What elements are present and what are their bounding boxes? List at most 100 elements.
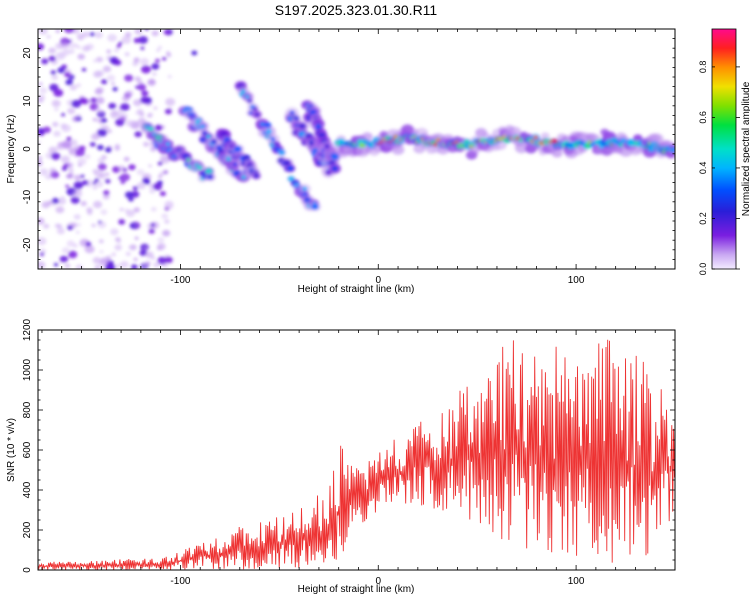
heatmap-cell bbox=[162, 169, 169, 175]
heatmap-cell bbox=[156, 48, 161, 52]
heatmap-cell bbox=[151, 63, 160, 70]
heatmap-cell bbox=[132, 61, 139, 67]
heatmap-cell bbox=[82, 45, 90, 52]
heatmap-cell bbox=[114, 146, 121, 151]
heatmap-cell bbox=[120, 173, 130, 182]
heatmap-cell bbox=[94, 265, 101, 269]
heatmap-cell bbox=[259, 122, 265, 127]
heatmap-cell bbox=[105, 179, 111, 184]
heatmap-cell bbox=[106, 74, 116, 82]
heatmap-cell bbox=[130, 264, 138, 269]
heatmap-cell bbox=[102, 65, 112, 73]
colorbar-label: Normalized spectral amplitude bbox=[741, 81, 750, 216]
heatmap-cell bbox=[77, 223, 82, 227]
heatmap-cell bbox=[361, 132, 373, 142]
heatmap-cell bbox=[97, 221, 107, 229]
heatmap-cell bbox=[64, 29, 74, 34]
snr-series-line bbox=[38, 339, 675, 570]
heatmap-cell bbox=[245, 95, 250, 99]
heatmap-cell bbox=[48, 146, 58, 154]
heatmap-cell bbox=[124, 52, 130, 57]
heatmap-cell bbox=[128, 197, 134, 202]
heatmap-cell bbox=[51, 152, 61, 160]
colorbar-frame bbox=[711, 28, 737, 270]
heatmap-cell bbox=[233, 162, 238, 166]
heatmap-cell bbox=[200, 125, 205, 129]
heatmap-cell bbox=[65, 174, 71, 179]
heatmap-cell bbox=[112, 87, 118, 92]
heatmap-cell bbox=[97, 144, 104, 151]
heatmap-cell bbox=[134, 29, 143, 35]
heatmap-cell bbox=[76, 33, 85, 40]
y-tick-label: -20 bbox=[22, 237, 33, 252]
heatmap-cell bbox=[92, 186, 97, 190]
heatmap-cell bbox=[533, 135, 538, 140]
heatmap-cell bbox=[106, 129, 113, 134]
y-tick-label: 400 bbox=[22, 481, 33, 498]
heatmap-cell bbox=[53, 89, 64, 97]
colorbar-tick-label: 0.2 bbox=[698, 212, 708, 225]
heatmap-cell bbox=[481, 132, 490, 139]
heatmap-cell bbox=[94, 88, 103, 95]
heatmap-cell bbox=[143, 141, 149, 147]
heatmap-cell bbox=[96, 56, 104, 63]
heatmap-cell bbox=[125, 251, 131, 256]
heatmap-cell bbox=[87, 99, 92, 104]
heatmap-cell bbox=[41, 201, 50, 209]
heatmap-cell bbox=[136, 182, 146, 190]
heatmap-blob-layer bbox=[38, 29, 675, 269]
heatmap-cell bbox=[308, 140, 314, 146]
heatmap-cell bbox=[152, 72, 157, 76]
heatmap-cell bbox=[68, 49, 75, 54]
heatmap-cell bbox=[49, 83, 59, 92]
heatmap-cell bbox=[125, 89, 134, 97]
x-tick-label: 100 bbox=[568, 576, 585, 587]
heatmap-cell bbox=[114, 263, 122, 269]
heatmap-cell bbox=[115, 237, 121, 242]
heatmap-cell bbox=[61, 166, 68, 171]
heatmap-cell bbox=[38, 237, 47, 246]
heatmap-cell bbox=[38, 29, 48, 35]
heatmap-cell bbox=[286, 165, 294, 172]
heatmap-cell bbox=[61, 247, 70, 254]
heatmap-cell bbox=[106, 49, 112, 54]
heatmap-cell bbox=[89, 32, 95, 37]
heatmap-cell bbox=[57, 197, 67, 205]
heatmap-cell bbox=[114, 244, 122, 251]
heatmap-cell bbox=[195, 120, 200, 124]
heatmap-cell bbox=[75, 264, 83, 269]
y-tick-label: 0 bbox=[22, 567, 33, 573]
heatmap-cell bbox=[157, 180, 163, 185]
heatmap-cell bbox=[159, 191, 166, 197]
heatmap-cell bbox=[53, 263, 59, 267]
heatmap-cell bbox=[138, 36, 148, 44]
heatmap-cell bbox=[140, 96, 149, 104]
colorbar-gradient bbox=[712, 29, 736, 269]
heatmap-cell bbox=[145, 251, 154, 259]
y-tick-label: 1200 bbox=[22, 318, 33, 341]
heatmap-cell bbox=[68, 250, 78, 259]
heatmap-cell bbox=[61, 64, 68, 70]
heatmap-cell bbox=[128, 245, 133, 249]
heatmap-cell bbox=[92, 117, 98, 122]
heatmap-cell bbox=[562, 135, 571, 143]
heatmap-cell bbox=[82, 180, 89, 186]
heatmap-cell bbox=[164, 219, 170, 224]
heatmap-cell bbox=[73, 214, 81, 220]
x-tick-label: 0 bbox=[375, 275, 381, 286]
heatmap-cell bbox=[73, 181, 84, 190]
colorbar: 0.0 0.2 0.4 0.6 0.8 Normalized spectral ampl… bbox=[698, 28, 750, 275]
heatmap-cell bbox=[71, 99, 82, 108]
heatmap-cell bbox=[76, 113, 82, 118]
heatmap-cell bbox=[401, 124, 414, 135]
heatmap-cell bbox=[155, 58, 160, 63]
heatmap-cell bbox=[50, 70, 56, 75]
heatmap-cell bbox=[110, 111, 120, 119]
heatmap-cell bbox=[111, 252, 117, 257]
heatmap-cell bbox=[137, 77, 142, 81]
y-tick-label: 200 bbox=[22, 521, 33, 538]
